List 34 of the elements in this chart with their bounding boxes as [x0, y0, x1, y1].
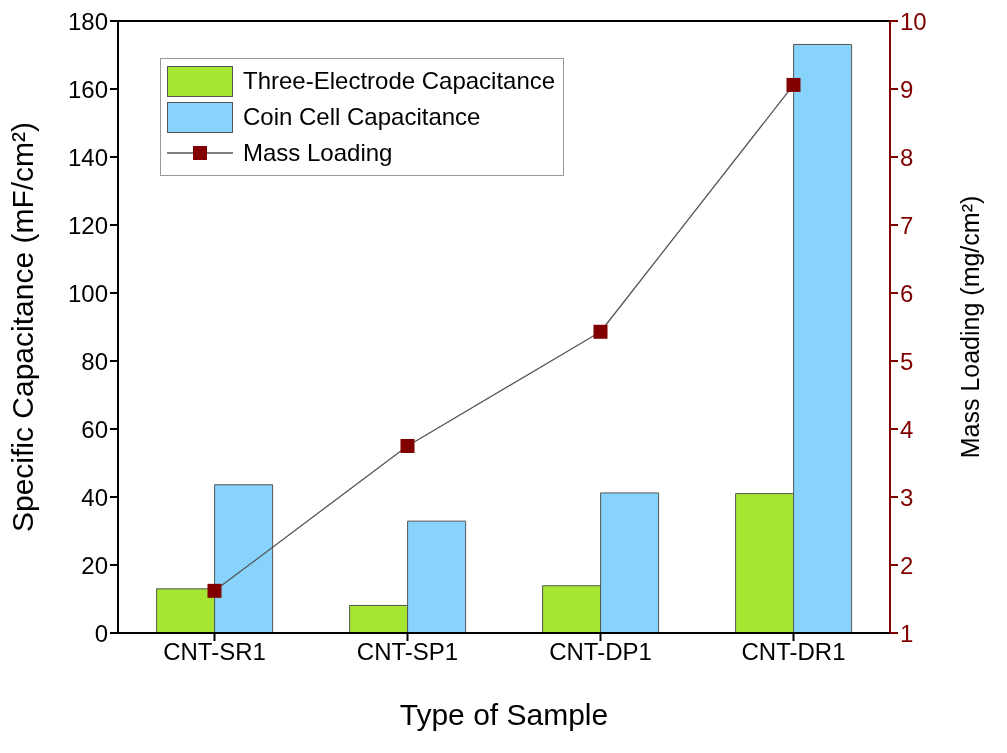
x-tick-label: CNT-SR1 [163, 638, 266, 666]
y2-tick-label: 8 [900, 143, 914, 171]
point [207, 583, 222, 598]
y2-tick-label: 9 [900, 75, 914, 103]
y2-tick-label: 7 [900, 211, 914, 239]
x-tick-label: CNT-DP1 [549, 638, 652, 666]
legend-label: Three-Electrode Capacitance [243, 67, 556, 95]
y-tick-label: 40 [81, 483, 108, 511]
y2-tick-label: 1 [900, 619, 914, 647]
y2-tick-label: 3 [900, 483, 914, 511]
y-tick-label: 140 [67, 143, 108, 171]
y-tick-label: 160 [67, 75, 108, 103]
y-tick-label: 100 [67, 279, 108, 307]
y-tick-label: 60 [81, 415, 108, 443]
y-tick-label: 20 [81, 551, 108, 579]
legend-label: Coin Cell Capacitance [243, 103, 481, 131]
point [593, 324, 608, 339]
y2-axis-title: Mass Loading (mg/cm²) [955, 195, 984, 459]
y2-tick-label: 10 [900, 7, 927, 35]
x-tick-label: CNT-SP1 [356, 638, 459, 666]
y-tick-label: 180 [67, 7, 108, 35]
point [400, 439, 415, 453]
y-tick-label: 0 [94, 619, 108, 647]
y2-tick-label: 2 [900, 551, 914, 579]
y2-tick-label: 6 [900, 279, 914, 307]
y-tick-label: 120 [67, 211, 108, 239]
y-axis-title: Specific Capacitance (mF/cm²) [5, 121, 39, 533]
y2-tick-label: 4 [900, 415, 914, 443]
y2-tick-label: 5 [900, 347, 914, 375]
x-axis-title: Type of Sample [399, 698, 609, 731]
x-tick-label: CNT-DR1 [741, 638, 846, 666]
point [786, 77, 801, 92]
legend-label: Mass Loading [243, 139, 393, 167]
y-tick-label: 80 [81, 347, 108, 375]
